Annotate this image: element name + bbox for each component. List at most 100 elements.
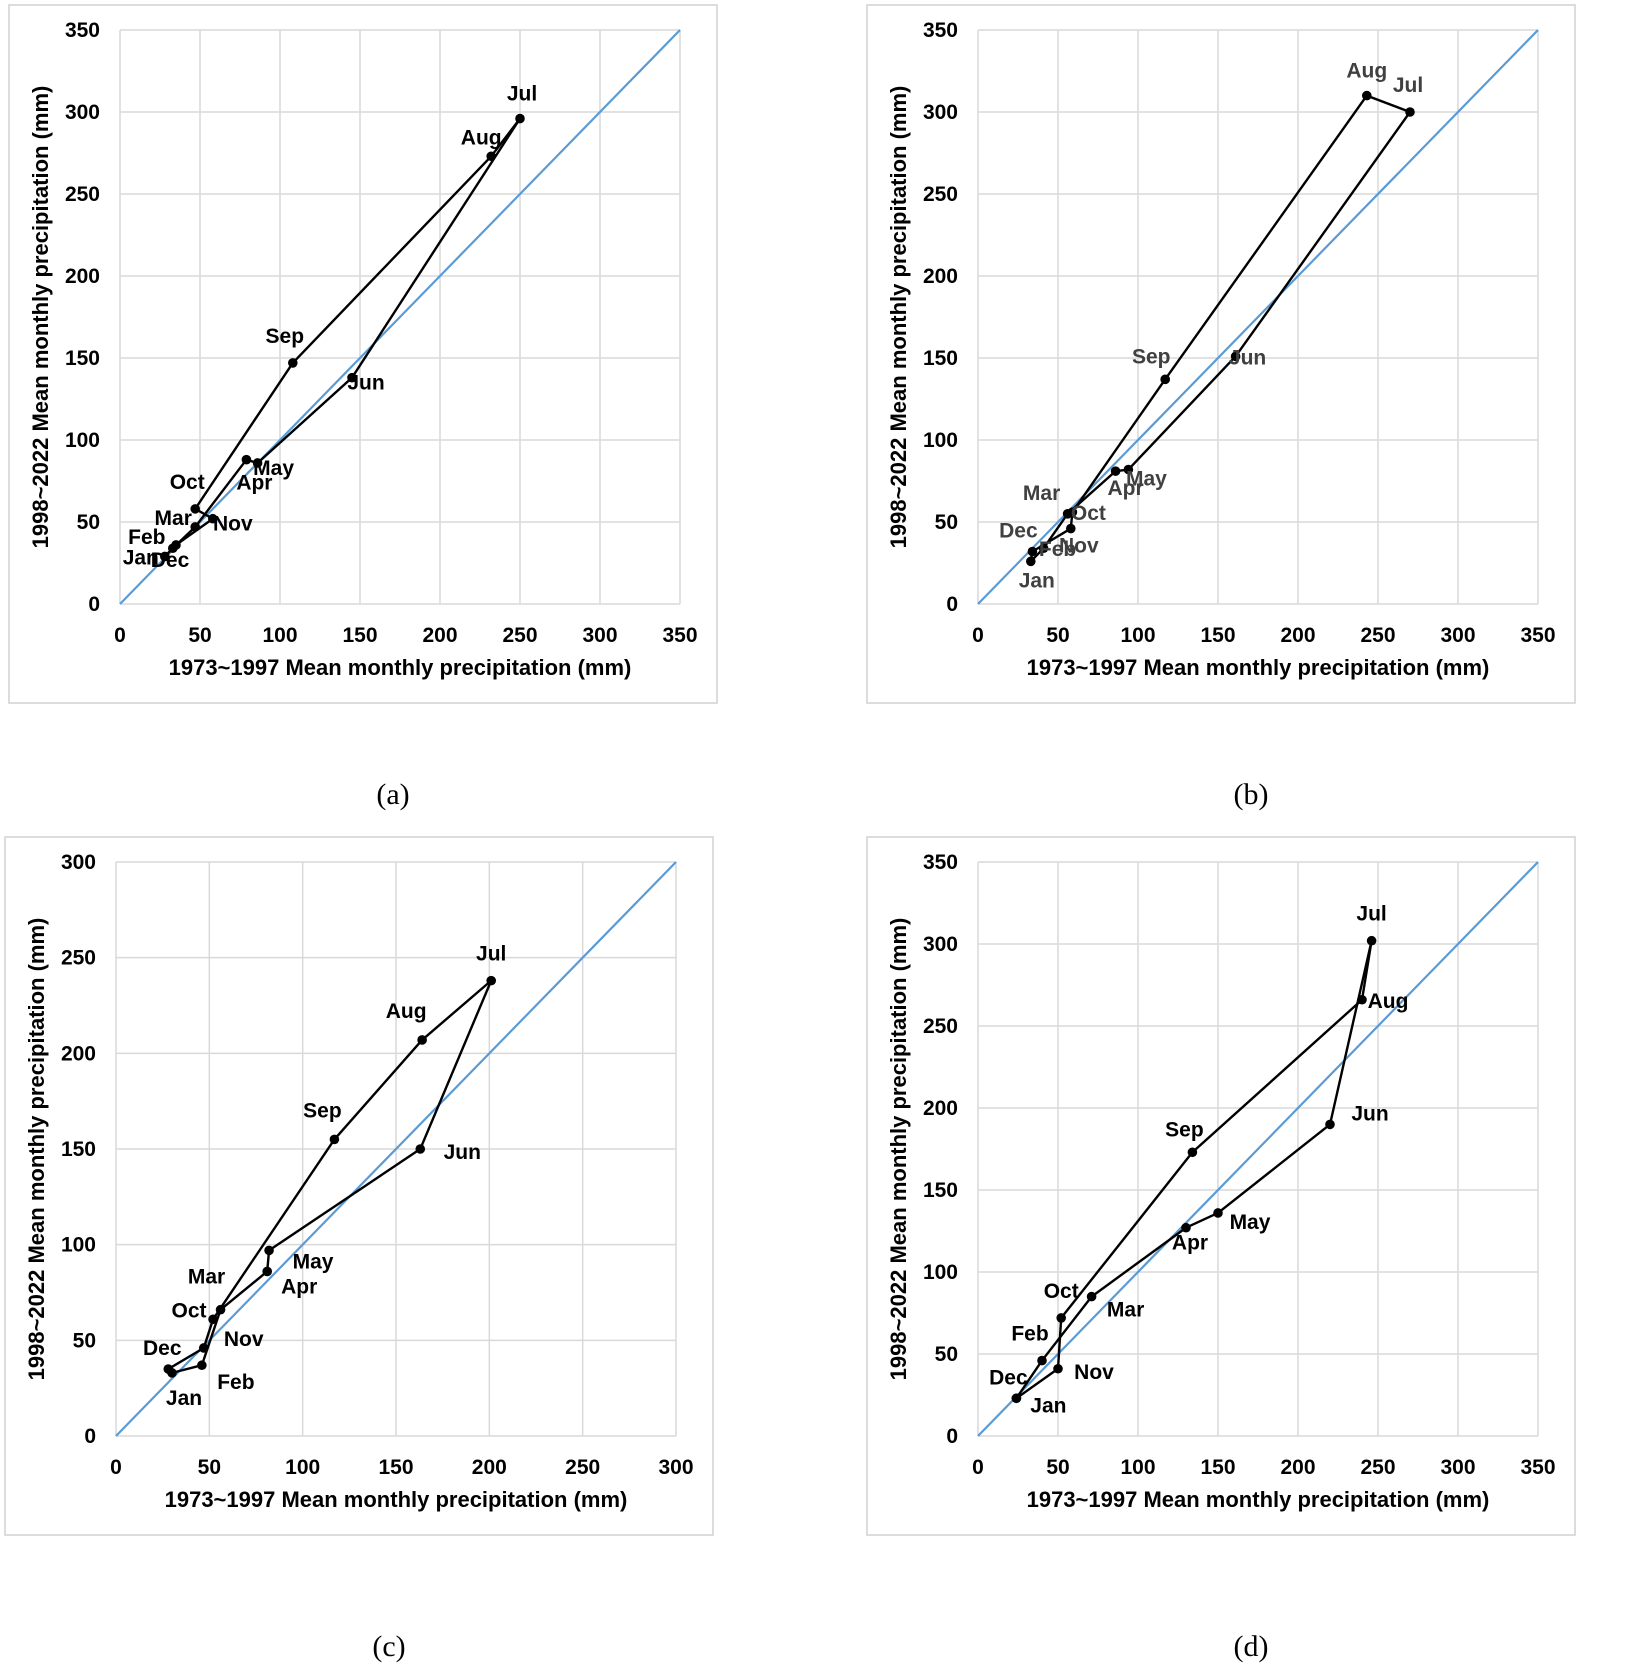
reference-line-1to1 — [119, 29, 681, 605]
data-point-jul — [1405, 107, 1415, 117]
x-tick-label: 100 — [1120, 624, 1155, 647]
x-tick-label: 150 — [378, 1456, 413, 1479]
data-point-jan — [160, 551, 170, 562]
data-point-jan — [1026, 556, 1036, 567]
x-tick-label: 200 — [422, 624, 457, 647]
y-axis-title: 1998~2022 Mean monthly precipitation (mm… — [24, 918, 49, 1381]
data-point-nov — [1066, 523, 1076, 534]
x-tick-label: 150 — [342, 624, 377, 647]
caption-b: (b) — [1233, 778, 1269, 811]
x-axis-title: 1973~1997 Mean monthly precipitation (mm… — [165, 1487, 628, 1512]
data-point-nov — [208, 513, 218, 524]
y-tick-label: 150 — [923, 347, 958, 370]
y-tick-label: 200 — [61, 1042, 96, 1065]
month-label-jun: Jun — [444, 1141, 481, 1164]
data-point-mar — [190, 522, 200, 532]
series-segment-feb-mar — [1040, 1295, 1093, 1362]
data-point-aug — [417, 1035, 427, 1045]
data-point-apr — [1110, 466, 1121, 476]
data-point-may — [252, 458, 263, 468]
chart-panel-b: 0 50 100 150 200 250 300 350 0 50 100 150 200 250 300 3… — [866, 4, 1636, 792]
series-segment-jul-aug — [420, 979, 493, 1042]
y-tick-label: 250 — [923, 183, 958, 206]
series-segment-jun-jul — [1234, 110, 1412, 358]
data-point-sep — [1187, 1147, 1198, 1158]
y-tick-label: 150 — [65, 347, 100, 370]
x-tick-label: 300 — [1440, 624, 1475, 647]
month-label-dec: Dec — [999, 520, 1038, 543]
x-axis-title: 1973~1997 Mean monthly precipitation (mm… — [1027, 655, 1490, 680]
data-point-mar — [215, 1304, 226, 1315]
series-segment-mar-apr — [1090, 1226, 1188, 1298]
data-point-oct — [190, 504, 200, 514]
series-segment-aug-sep — [333, 1038, 424, 1141]
x-tick-label: 50 — [1046, 624, 1069, 647]
data-point-aug — [1357, 994, 1367, 1005]
month-label-sep: Sep — [303, 1099, 342, 1122]
chart-panel-c: 0 50 100 150 200 250 300 0 50 100 150 200 250 300 1973… — [4, 836, 774, 1624]
month-label-aug: Aug — [1368, 990, 1409, 1013]
data-point-jul — [1366, 935, 1377, 946]
x-tick-label: 150 — [1200, 624, 1235, 647]
month-label-mar: Mar — [1107, 1299, 1144, 1322]
data-point-mar — [1086, 1291, 1097, 1302]
series-segment-may-jun — [1127, 355, 1237, 471]
x-tick-label: 50 — [188, 624, 211, 647]
month-label-may: May — [1126, 468, 1167, 491]
month-label-jul: Jul — [476, 943, 506, 966]
month-label-jan: Jan — [123, 546, 159, 569]
month-label-aug: Aug — [386, 1000, 427, 1023]
reference-line-1to1 — [977, 861, 1539, 1437]
y-tick-label: 50 — [935, 511, 958, 534]
data-point-jul — [515, 113, 525, 124]
x-tick-label: 50 — [198, 1456, 221, 1479]
y-tick-label: 250 — [65, 183, 100, 206]
series-segment-jul-aug — [1365, 94, 1412, 114]
month-label-jul: Jul — [507, 83, 537, 106]
x-tick-label: 350 — [1520, 1456, 1555, 1479]
y-tick-label: 250 — [923, 1015, 958, 1038]
series-segment-sep-oct — [1059, 1151, 1194, 1320]
data-point-jun — [1230, 351, 1241, 362]
y-axis-title: 1998~2022 Mean monthly precipitation (mm… — [886, 918, 911, 1381]
month-label-mar: Mar — [155, 507, 192, 530]
series-segment-nov-dec — [167, 1346, 205, 1371]
month-label-apr: Apr — [236, 472, 272, 495]
x-tick-label: 150 — [1200, 1456, 1235, 1479]
series-segment-aug-sep — [1164, 94, 1368, 381]
month-label-aug: Aug — [461, 126, 502, 149]
data-point-sep — [1160, 374, 1170, 385]
caption-a: (a) — [376, 778, 410, 811]
series-segment-may-jun — [267, 1147, 422, 1252]
month-label-oct: Oct — [172, 1299, 207, 1322]
x-tick-label: 250 — [1360, 1456, 1395, 1479]
series-segment-mar-apr — [193, 458, 248, 529]
data-point-dec — [171, 540, 181, 550]
y-tick-label: 0 — [84, 1425, 96, 1448]
y-tick-label: 150 — [61, 1138, 96, 1161]
caption-c: (c) — [372, 1630, 406, 1663]
month-label-jan: Jan — [1030, 1394, 1066, 1417]
x-tick-label: 300 — [582, 624, 617, 647]
data-point-oct — [208, 1314, 218, 1325]
month-label-apr: Apr — [281, 1275, 317, 1298]
data-point-oct — [1056, 1313, 1066, 1323]
x-tick-label: 350 — [662, 624, 697, 647]
data-point-dec — [163, 1364, 174, 1374]
y-tick-label: 100 — [923, 429, 958, 452]
month-label-jul: Jul — [1393, 74, 1423, 97]
y-axis-title: 1998~2022 Mean monthly precipitation (mm… — [886, 86, 911, 549]
y-tick-label: 350 — [923, 851, 958, 874]
month-label-sep: Sep — [1132, 345, 1171, 368]
month-label-oct: Oct — [1071, 502, 1106, 525]
series-segment-may-jun — [256, 376, 354, 465]
month-label-jul: Jul — [1356, 903, 1386, 926]
month-label-nov: Nov — [1059, 535, 1099, 558]
data-point-dec — [1027, 546, 1038, 557]
month-label-jan: Jan — [1019, 569, 1055, 592]
x-tick-label: 50 — [1046, 1456, 1069, 1479]
data-point-jun — [1325, 1119, 1335, 1130]
x-tick-label: 100 — [262, 624, 297, 647]
chart-b: 0 50 100 150 200 250 300 350 0 50 100 150 200 250 300 3… — [866, 4, 1576, 704]
month-label-jan: Jan — [166, 1387, 202, 1410]
